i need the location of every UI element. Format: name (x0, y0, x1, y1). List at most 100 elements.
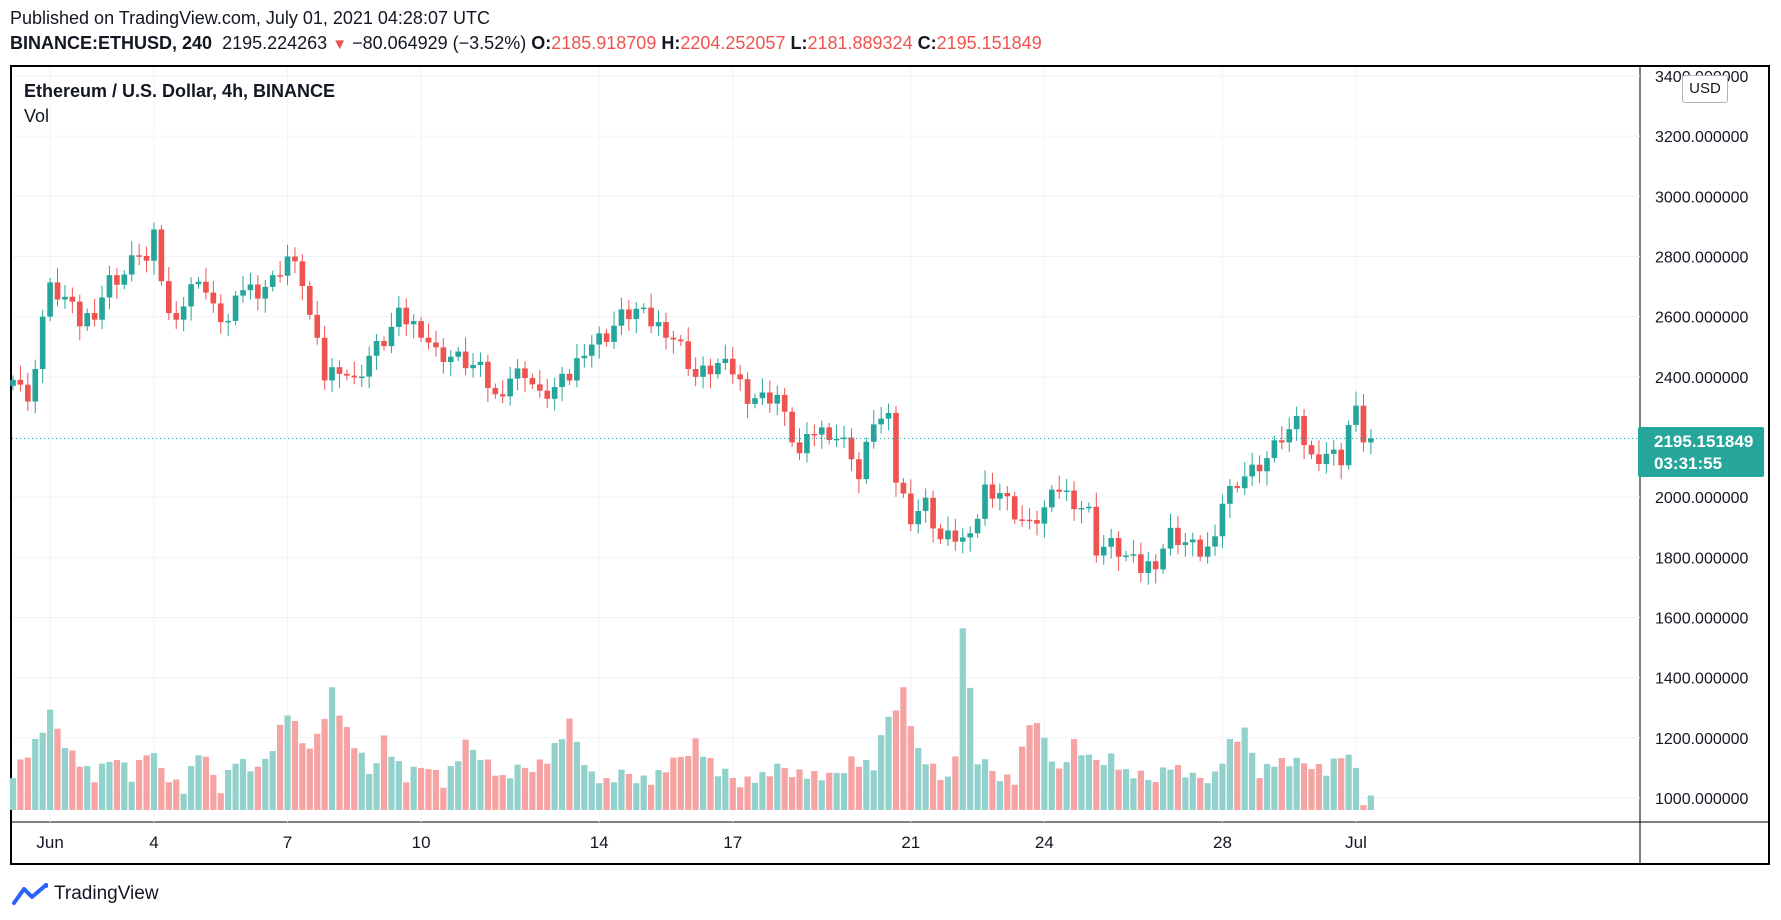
volume-bar (366, 773, 373, 810)
candle-body (952, 530, 959, 542)
candle-body (47, 282, 53, 317)
candle-body (76, 301, 83, 327)
candle-body (217, 303, 224, 323)
change-down-icon: ▼ (332, 36, 348, 53)
volume-bar (395, 761, 402, 810)
candle-body (989, 484, 996, 499)
symbol-label[interactable]: BINANCE:ETHUSD, 240 (10, 33, 213, 53)
candle-body (1100, 546, 1107, 556)
volume-bar (277, 724, 284, 810)
candle-body (997, 492, 1003, 499)
candle-body (425, 337, 432, 343)
volume-bar (1367, 795, 1374, 810)
volume-bar (425, 769, 432, 810)
candle-body (922, 497, 929, 511)
candle-body (336, 367, 343, 374)
candle-body (974, 518, 981, 534)
candle-body (1071, 490, 1077, 510)
volume-bar (46, 709, 54, 810)
volume-bar (1085, 754, 1093, 810)
candle-body (344, 373, 350, 376)
volume-bar (410, 766, 417, 810)
volume-bar (788, 777, 796, 810)
y-tick-label: 1200.000000 (1655, 731, 1749, 748)
volume-bar (596, 783, 603, 810)
candle-body (937, 528, 944, 540)
candle-body (581, 355, 588, 359)
candle-body (1256, 464, 1263, 472)
candle-body (255, 284, 261, 299)
candle-body (247, 284, 254, 291)
candle-body (69, 296, 76, 302)
volume-bar (143, 755, 150, 810)
candle-body (1108, 538, 1114, 547)
x-tick-label: 10 (412, 833, 431, 852)
x-tick-label: 4 (149, 833, 158, 852)
price-change: −80.064929 (−3.52%) (352, 33, 527, 53)
volume-bar (677, 756, 684, 810)
candle-body (1048, 489, 1055, 508)
candle-body (603, 333, 610, 342)
candle-body (462, 351, 469, 369)
candle-body (403, 307, 410, 325)
candle-body (959, 537, 966, 542)
volume-bar (499, 775, 506, 810)
candle-body (692, 369, 699, 377)
candle-body (1063, 490, 1070, 493)
candle-body (633, 308, 640, 320)
volume-bar (1130, 778, 1137, 810)
candle-body (522, 368, 528, 379)
candle-body (1323, 453, 1330, 465)
volume-bar (1026, 725, 1033, 810)
low-value: 2181.889324 (807, 33, 913, 53)
volume-bar (299, 743, 306, 810)
candle-body (240, 290, 246, 296)
candle-body (1130, 554, 1137, 556)
candle-body (121, 274, 128, 285)
candle-body (551, 387, 558, 399)
candle-body (1308, 445, 1315, 455)
close-label: C: (917, 33, 937, 53)
candle-body (1093, 506, 1100, 556)
volume-bar (32, 739, 39, 810)
volume-bar (1159, 767, 1167, 810)
low-label: L: (790, 33, 808, 53)
candle-body (885, 412, 892, 419)
volume-bar (1152, 782, 1159, 810)
currency-label[interactable]: USD (1682, 75, 1728, 103)
volume-bar (1293, 757, 1300, 810)
candle-body (1316, 454, 1322, 465)
volume-bar (232, 763, 239, 810)
candle-body (863, 441, 870, 480)
tradingview-brand[interactable]: TradingView (12, 880, 159, 908)
x-tick-label: 7 (283, 833, 292, 852)
volume-bar (225, 769, 232, 810)
candle-body (1167, 527, 1174, 549)
volume-bar (1219, 763, 1226, 810)
candle-body (1152, 561, 1159, 570)
candle-body (752, 398, 758, 404)
volume-bar (106, 761, 113, 810)
candle-body (878, 418, 884, 425)
volume-bar (1256, 778, 1263, 810)
volume-legend[interactable]: Vol (24, 106, 50, 126)
chart-legend-title[interactable]: Ethereum / U.S. Dollar, 4h, BINANCE (24, 81, 336, 101)
volume-bar (588, 771, 595, 810)
volume-bar (870, 770, 877, 810)
x-tick-label: Jun (36, 833, 63, 852)
volume-bar (150, 753, 158, 810)
candle-body (277, 275, 283, 277)
volume-bar (1204, 783, 1211, 810)
volume-bar (833, 772, 840, 810)
volume-bar (581, 765, 588, 810)
volume-bar (573, 741, 581, 810)
candle-body (893, 412, 899, 483)
x-tick-label: 24 (1035, 833, 1054, 852)
candle-body (1041, 507, 1048, 524)
volume-bar (729, 777, 736, 810)
current-price-label: 2195.151849 03:31:55 (1638, 427, 1764, 477)
candle-body (195, 281, 202, 285)
volume-bar (121, 762, 128, 810)
candle-body (626, 309, 632, 320)
